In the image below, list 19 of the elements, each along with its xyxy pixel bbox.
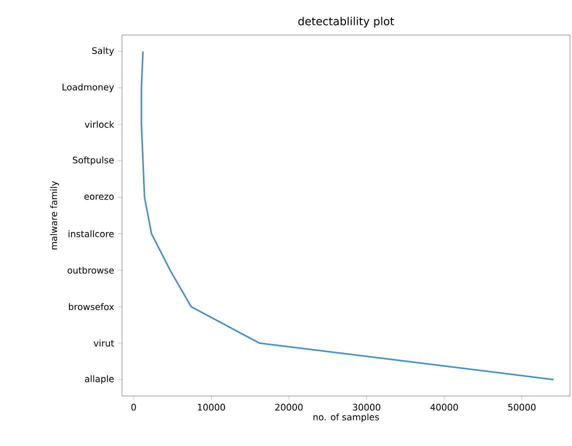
x-tick-label: 10000 — [198, 404, 226, 411]
y-tick-label: installcore — [68, 230, 114, 238]
x-tick-label: 40000 — [430, 404, 458, 411]
y-tick-label: eorezo — [84, 194, 114, 200]
chart-title: detectablility plot — [298, 16, 394, 28]
y-tick-label: virlock — [84, 120, 114, 128]
y-tick-label: Loadmoney — [62, 84, 114, 92]
y-tick-label: outbrowse — [68, 266, 114, 274]
x-tick-label: 0 — [131, 404, 136, 411]
y-tick-label: allaple — [84, 375, 114, 384]
y-tick-label: virut — [94, 340, 114, 347]
y-tick-label: Softpulse — [72, 156, 114, 166]
y-tick-label: Salty — [92, 47, 114, 56]
x-tick-label: 30000 — [352, 404, 380, 411]
y-tick-label: browsefox — [68, 303, 114, 310]
x-tick-label: 20000 — [275, 404, 303, 411]
y-axis-title: malware family — [50, 181, 59, 250]
x-axis-title: no. of samples — [313, 413, 379, 422]
x-tick-label: 50000 — [508, 404, 536, 411]
